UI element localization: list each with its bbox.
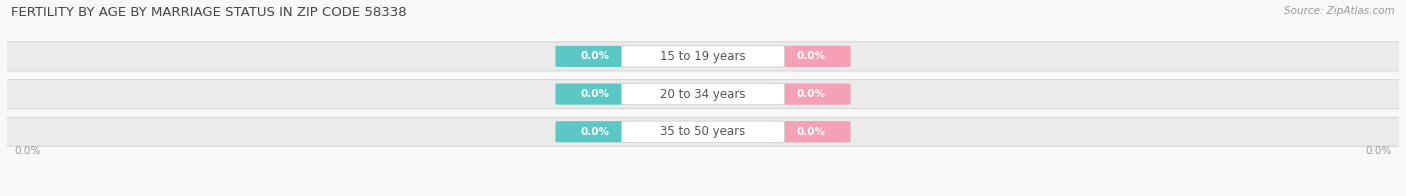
FancyBboxPatch shape (555, 83, 634, 105)
FancyBboxPatch shape (621, 46, 785, 67)
Text: 0.0%: 0.0% (14, 146, 41, 156)
Text: 0.0%: 0.0% (796, 89, 825, 99)
FancyBboxPatch shape (555, 121, 634, 142)
FancyBboxPatch shape (772, 83, 851, 105)
FancyBboxPatch shape (621, 83, 785, 105)
FancyBboxPatch shape (0, 117, 1406, 146)
Text: 15 to 19 years: 15 to 19 years (661, 50, 745, 63)
Text: 0.0%: 0.0% (796, 51, 825, 61)
FancyBboxPatch shape (0, 80, 1406, 109)
Text: Source: ZipAtlas.com: Source: ZipAtlas.com (1284, 6, 1395, 16)
FancyBboxPatch shape (772, 121, 851, 142)
Text: 0.0%: 0.0% (1365, 146, 1392, 156)
FancyBboxPatch shape (621, 121, 785, 142)
FancyBboxPatch shape (555, 46, 634, 67)
FancyBboxPatch shape (772, 46, 851, 67)
Text: 0.0%: 0.0% (581, 89, 610, 99)
Text: 0.0%: 0.0% (796, 127, 825, 137)
Text: 35 to 50 years: 35 to 50 years (661, 125, 745, 138)
Text: 0.0%: 0.0% (581, 127, 610, 137)
Text: FERTILITY BY AGE BY MARRIAGE STATUS IN ZIP CODE 58338: FERTILITY BY AGE BY MARRIAGE STATUS IN Z… (11, 6, 406, 19)
Text: 0.0%: 0.0% (581, 51, 610, 61)
Text: 20 to 34 years: 20 to 34 years (661, 88, 745, 101)
FancyBboxPatch shape (0, 42, 1406, 71)
